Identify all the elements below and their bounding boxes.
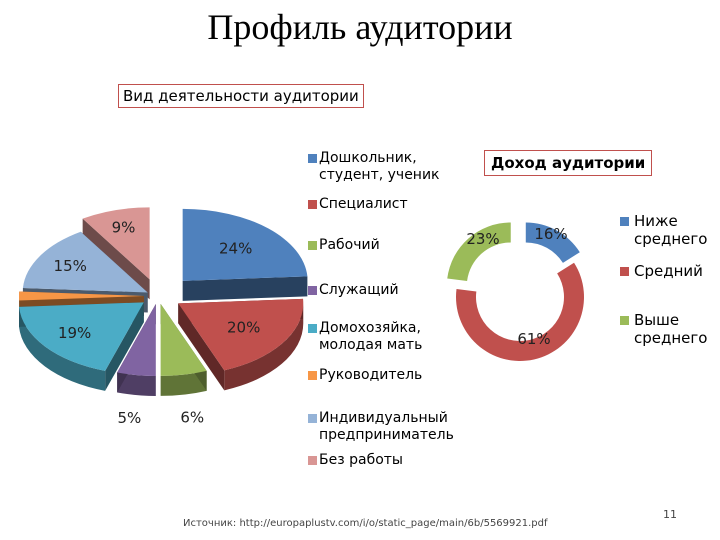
donut-data-label: 61% bbox=[517, 330, 550, 348]
pie-data-label: 15% bbox=[54, 257, 87, 275]
legend-swatch bbox=[308, 371, 317, 380]
donut-data-label: 23% bbox=[466, 230, 499, 248]
donut-chart-title: Доход аудитории bbox=[484, 150, 653, 176]
pie-data-label: 19% bbox=[58, 324, 91, 342]
pie-slice-side bbox=[160, 370, 207, 396]
pie-slice bbox=[22, 231, 148, 293]
pie-data-label: 6% bbox=[180, 408, 204, 426]
pie-slice bbox=[82, 207, 150, 280]
pie-slice bbox=[182, 208, 308, 281]
legend-swatch bbox=[620, 267, 629, 276]
donut-data-label: 16% bbox=[534, 225, 567, 243]
legend-label: Ниже среднего bbox=[634, 212, 708, 248]
pie-chart-title: Вид деятельности аудитории bbox=[118, 84, 364, 108]
page-title: Профиль аудитории bbox=[207, 7, 513, 47]
legend-label: Индивидуальный предприниматель bbox=[319, 410, 454, 443]
legend-label: Средний bbox=[634, 262, 703, 280]
donut-segment bbox=[447, 222, 511, 281]
pie-slice bbox=[160, 303, 207, 376]
legend-swatch bbox=[308, 241, 317, 250]
pie-legend-item: Индивидуальный предприниматель bbox=[308, 410, 483, 444]
pie-data-label: 20% bbox=[227, 318, 260, 336]
legend-label: Без работы bbox=[319, 452, 403, 468]
legend-swatch bbox=[308, 324, 317, 333]
pie-data-label: 24% bbox=[219, 239, 252, 257]
legend-label: Специалист bbox=[319, 196, 408, 212]
legend-swatch bbox=[620, 217, 629, 226]
source-note: Источник: http://europaplustv.com/i/o/st… bbox=[183, 518, 548, 529]
pie-slice-side bbox=[224, 303, 304, 391]
donut-segment bbox=[525, 222, 580, 263]
pie-slice-wall bbox=[178, 303, 225, 391]
legend-swatch bbox=[308, 200, 317, 209]
legend-label: Выше среднего bbox=[634, 311, 708, 347]
legend-label: Служащий bbox=[319, 282, 399, 298]
pie-slice-wall bbox=[182, 276, 308, 301]
pie-legend-item: Дошкольник, студент, ученик bbox=[308, 150, 483, 184]
pie-legend-item: Домохозяйка, молодая мать bbox=[308, 320, 483, 354]
pie-chart-occupation: 24%20%6%5%19%2%15%9% bbox=[18, 207, 308, 427]
legend-label: Домохозяйка, молодая мать bbox=[319, 320, 423, 353]
pie-slice-side bbox=[117, 372, 156, 396]
pie-slice bbox=[178, 298, 304, 371]
donut-segment bbox=[456, 262, 584, 362]
legend-label: Руководитель bbox=[319, 367, 423, 383]
legend-swatch bbox=[308, 286, 317, 295]
donut-chart-income: 16% 61% 23% bbox=[447, 222, 584, 362]
pie-slice bbox=[117, 303, 156, 376]
pie-legend-item: Без работы bbox=[308, 452, 483, 469]
legend-swatch bbox=[620, 316, 629, 325]
donut-legend-item: Ниже среднего bbox=[620, 212, 720, 248]
pie-legend-item: Служащий bbox=[308, 282, 483, 299]
legend-swatch bbox=[308, 154, 317, 163]
page-number: 11 bbox=[663, 508, 677, 521]
donut-legend-item: Средний bbox=[620, 262, 720, 280]
donut-legend-item: Выше среднего bbox=[620, 311, 720, 347]
pie-slice bbox=[18, 291, 144, 301]
pie-data-label: 9% bbox=[112, 219, 136, 237]
pie-data-label: 5% bbox=[118, 409, 142, 427]
legend-label: Рабочий bbox=[319, 237, 380, 253]
legend-swatch bbox=[308, 456, 317, 465]
pie-legend-item: Рабочий bbox=[308, 237, 483, 254]
pie-legend-item: Специалист bbox=[308, 196, 483, 213]
pie-slice-side bbox=[19, 306, 106, 391]
pie-slice bbox=[19, 302, 144, 371]
pie-legend-item: Руководитель bbox=[308, 367, 483, 384]
pie-slice-wall bbox=[105, 302, 144, 391]
legend-swatch bbox=[308, 414, 317, 423]
legend-label: Дошкольник, студент, ученик bbox=[319, 150, 440, 183]
